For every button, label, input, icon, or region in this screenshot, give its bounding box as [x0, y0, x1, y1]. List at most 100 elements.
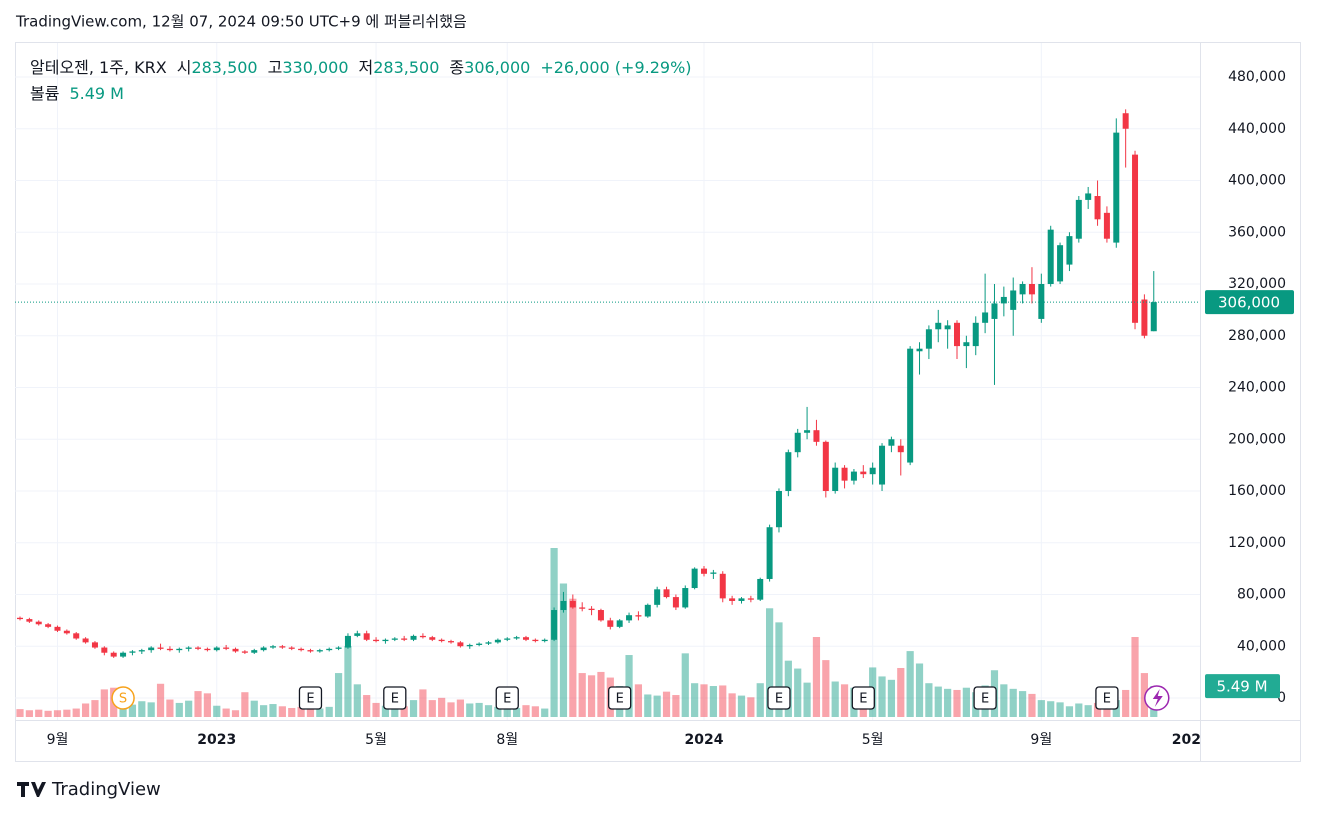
candle-body — [691, 568, 698, 589]
y-tick-label: 320,000 — [1228, 276, 1286, 292]
candle-body — [307, 650, 314, 652]
volume-bar — [541, 708, 549, 717]
candle-body — [925, 329, 932, 349]
candle-body — [682, 588, 689, 608]
candle-body — [701, 568, 708, 574]
event-marker — [851, 686, 875, 710]
volume-bar — [363, 695, 371, 717]
candle-body — [494, 639, 501, 643]
volume-bar — [953, 689, 961, 717]
volume-bar — [466, 703, 474, 717]
y-tick-label: 0 — [1277, 690, 1286, 706]
legend-prefix: 고 — [268, 58, 283, 77]
candle-body — [1066, 236, 1073, 265]
volume-bar — [915, 663, 924, 717]
x-tick-label: 2025 — [1172, 732, 1211, 748]
volume-bar — [25, 710, 33, 717]
volume-bar — [878, 676, 886, 717]
volume-bar — [925, 683, 933, 717]
volume-bar — [766, 608, 774, 717]
event-label: E — [1103, 692, 1111, 707]
candle-body — [45, 624, 52, 627]
candle-body — [401, 638, 408, 640]
volume-bar — [419, 689, 427, 717]
volume-bar — [138, 701, 146, 717]
volume-bar — [1084, 705, 1092, 717]
y-tick-label: 120,000 — [1228, 535, 1286, 551]
candle-body — [869, 467, 876, 475]
volume-bar — [672, 695, 680, 717]
x-tick-label: 9월 — [47, 732, 69, 748]
volume-bar — [494, 706, 502, 717]
volume-bar — [372, 702, 380, 717]
candle-body — [148, 647, 155, 651]
last-price-box — [1205, 290, 1294, 315]
candle-body — [382, 639, 389, 642]
candle-body — [1047, 229, 1054, 284]
volume-bar — [756, 683, 764, 717]
volume-bar — [559, 583, 568, 717]
volume-bar — [1028, 693, 1036, 717]
volume-bar — [503, 705, 511, 717]
candle-body — [1122, 113, 1129, 129]
volume-bar — [306, 703, 315, 717]
volume-bar — [16, 709, 24, 717]
candle-body — [54, 626, 61, 631]
candle-body — [522, 637, 529, 640]
candle-body — [419, 635, 426, 638]
y-tick-label: 160,000 — [1228, 483, 1286, 499]
volume-bar — [653, 695, 661, 717]
volume-bar — [578, 673, 586, 717]
brand-name: TradingView — [51, 779, 161, 800]
candle-body — [204, 648, 211, 651]
volume-bar — [1065, 706, 1074, 717]
candle-body — [597, 610, 604, 621]
volume-bar — [944, 688, 952, 717]
candle-body — [729, 598, 736, 601]
overlay: 0 40,000 80,000 120,000 160,000 200,000 240,00… — [15, 69, 1294, 748]
volume-bar — [691, 683, 699, 717]
volume-bar — [587, 675, 596, 717]
volume-bar — [35, 709, 43, 717]
event-marker — [973, 686, 997, 710]
candle-body — [466, 644, 473, 647]
volume-bar — [812, 637, 821, 717]
candle-body — [972, 322, 979, 347]
candle-body — [35, 621, 42, 625]
x-tick-label: 2023 — [197, 732, 236, 748]
candle-body — [457, 642, 464, 647]
volume-bar — [597, 671, 605, 717]
legend-value: 283,500 — [191, 58, 257, 77]
candle-body — [850, 471, 857, 481]
candle-body — [672, 597, 679, 608]
volume-bar — [1131, 637, 1139, 717]
legend-value: 283,500 — [373, 58, 439, 77]
volume-bar — [250, 700, 258, 717]
candle-body — [1057, 245, 1064, 282]
volume-bar — [513, 707, 521, 717]
volume-bar — [447, 702, 455, 717]
candle-body — [1028, 284, 1035, 295]
volume-bar — [569, 598, 577, 717]
volume-bar — [662, 691, 671, 717]
volume-bar — [438, 697, 446, 717]
y-tick-label: 400,000 — [1228, 173, 1286, 189]
event-marker — [383, 686, 407, 710]
legend-value: 330,000 — [282, 58, 348, 77]
x-tick-label: 5월 — [365, 732, 387, 748]
candle-body — [588, 608, 595, 611]
volume-bar — [1093, 702, 1102, 717]
candle-body — [813, 430, 820, 442]
y-tick-label: 200,000 — [1228, 431, 1286, 447]
candle-body — [954, 322, 960, 347]
brand-logo — [17, 782, 46, 797]
legend-value: 5.49 M — [69, 84, 124, 103]
candle-body — [157, 647, 164, 649]
volume-bar — [147, 702, 155, 717]
candle-body — [429, 637, 436, 640]
last-volume-box — [1205, 674, 1280, 699]
event-marker — [608, 686, 632, 710]
candle-body — [897, 445, 904, 453]
event-marker — [298, 686, 323, 710]
